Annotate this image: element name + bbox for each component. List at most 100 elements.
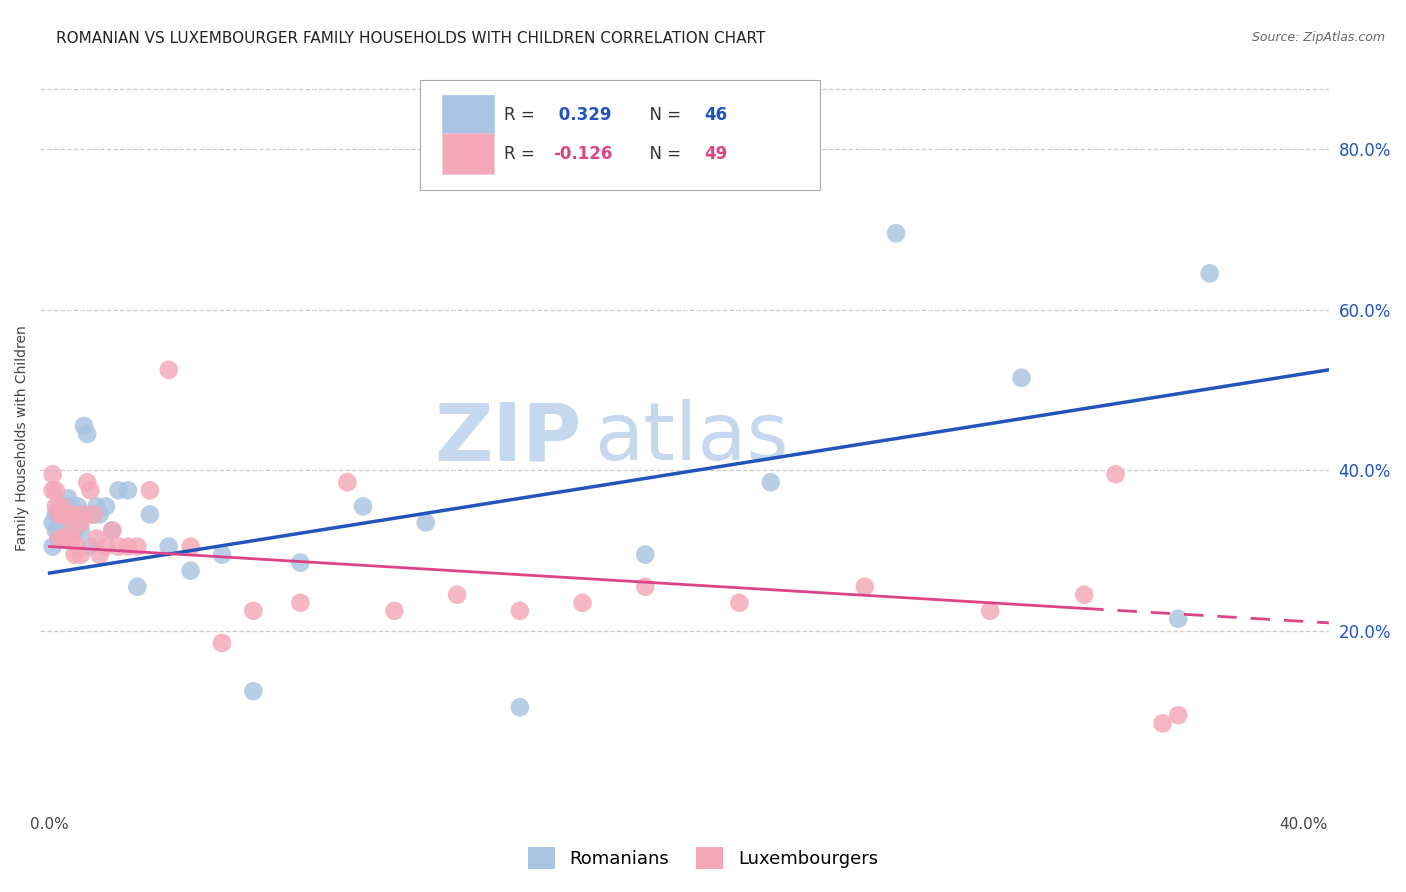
Text: -0.126: -0.126 bbox=[553, 145, 613, 162]
FancyBboxPatch shape bbox=[441, 133, 494, 174]
Point bbox=[759, 475, 782, 490]
Point bbox=[51, 500, 73, 514]
Point bbox=[60, 516, 83, 530]
Point bbox=[63, 508, 86, 522]
Point bbox=[79, 540, 101, 554]
Point bbox=[41, 483, 63, 498]
Text: 0.329: 0.329 bbox=[553, 106, 612, 124]
Point bbox=[242, 604, 264, 618]
Text: atlas: atlas bbox=[595, 399, 789, 477]
Point bbox=[53, 532, 76, 546]
Point bbox=[79, 483, 101, 498]
Point bbox=[66, 540, 89, 554]
Point bbox=[48, 516, 70, 530]
Point bbox=[48, 532, 70, 546]
Point bbox=[634, 580, 657, 594]
Point bbox=[48, 532, 70, 546]
Text: Source: ZipAtlas.com: Source: ZipAtlas.com bbox=[1251, 31, 1385, 45]
Point bbox=[73, 419, 96, 434]
Point bbox=[157, 540, 180, 554]
Point bbox=[58, 491, 80, 506]
Point bbox=[60, 532, 83, 546]
FancyBboxPatch shape bbox=[420, 79, 820, 191]
Point bbox=[728, 596, 751, 610]
Text: 46: 46 bbox=[704, 106, 727, 124]
Point bbox=[58, 532, 80, 546]
Point bbox=[139, 508, 162, 522]
Point bbox=[107, 540, 129, 554]
Point bbox=[290, 556, 312, 570]
Point bbox=[41, 516, 63, 530]
Point bbox=[73, 508, 96, 522]
Point bbox=[70, 508, 93, 522]
Point bbox=[1073, 588, 1095, 602]
Point bbox=[180, 564, 202, 578]
Point bbox=[48, 508, 70, 522]
Point bbox=[89, 508, 111, 522]
Point bbox=[82, 508, 104, 522]
Point bbox=[51, 500, 73, 514]
Point bbox=[211, 548, 233, 562]
Point bbox=[60, 524, 83, 538]
Point bbox=[1198, 266, 1220, 280]
Point bbox=[1104, 467, 1126, 482]
Point bbox=[290, 596, 312, 610]
Point bbox=[127, 580, 149, 594]
Point bbox=[211, 636, 233, 650]
Text: N =: N = bbox=[640, 106, 686, 124]
Point bbox=[634, 548, 657, 562]
Text: ROMANIAN VS LUXEMBOURGER FAMILY HOUSEHOLDS WITH CHILDREN CORRELATION CHART: ROMANIAN VS LUXEMBOURGER FAMILY HOUSEHOL… bbox=[56, 31, 766, 46]
Point bbox=[86, 500, 108, 514]
Text: N =: N = bbox=[640, 145, 686, 162]
Point bbox=[53, 508, 76, 522]
Point bbox=[107, 483, 129, 498]
Point bbox=[48, 500, 70, 514]
Point bbox=[180, 540, 202, 554]
Point bbox=[63, 548, 86, 562]
Point bbox=[117, 540, 139, 554]
Point bbox=[853, 580, 876, 594]
Legend: Romanians, Luxembourgers: Romanians, Luxembourgers bbox=[519, 838, 887, 879]
Point bbox=[336, 475, 359, 490]
Point bbox=[53, 524, 76, 538]
Point bbox=[157, 363, 180, 377]
Text: R =: R = bbox=[503, 145, 540, 162]
Point bbox=[117, 483, 139, 498]
Point bbox=[1167, 612, 1189, 626]
Point bbox=[45, 524, 67, 538]
Point bbox=[76, 427, 98, 442]
Point bbox=[51, 508, 73, 522]
Point bbox=[66, 500, 89, 514]
Point bbox=[1011, 371, 1033, 385]
Point bbox=[101, 524, 124, 538]
Point bbox=[571, 596, 593, 610]
Y-axis label: Family Households with Children: Family Households with Children bbox=[15, 326, 30, 551]
Point bbox=[60, 500, 83, 514]
Point bbox=[94, 500, 117, 514]
Point bbox=[1167, 708, 1189, 723]
Point bbox=[63, 508, 86, 522]
Point bbox=[70, 516, 93, 530]
Text: 49: 49 bbox=[704, 145, 727, 162]
Point bbox=[139, 483, 162, 498]
Point bbox=[63, 524, 86, 538]
Point bbox=[415, 516, 437, 530]
Point bbox=[446, 588, 468, 602]
Point bbox=[1152, 716, 1174, 731]
Point bbox=[41, 540, 63, 554]
Point bbox=[86, 532, 108, 546]
Point bbox=[242, 684, 264, 698]
Point bbox=[509, 604, 531, 618]
Point bbox=[45, 508, 67, 522]
Point bbox=[94, 540, 117, 554]
Point bbox=[127, 540, 149, 554]
Point bbox=[70, 524, 93, 538]
Point bbox=[53, 508, 76, 522]
Point bbox=[82, 508, 104, 522]
Text: R =: R = bbox=[503, 106, 540, 124]
Point bbox=[70, 548, 93, 562]
Point bbox=[41, 467, 63, 482]
Point bbox=[89, 548, 111, 562]
Point bbox=[45, 483, 67, 498]
Point bbox=[884, 226, 907, 240]
